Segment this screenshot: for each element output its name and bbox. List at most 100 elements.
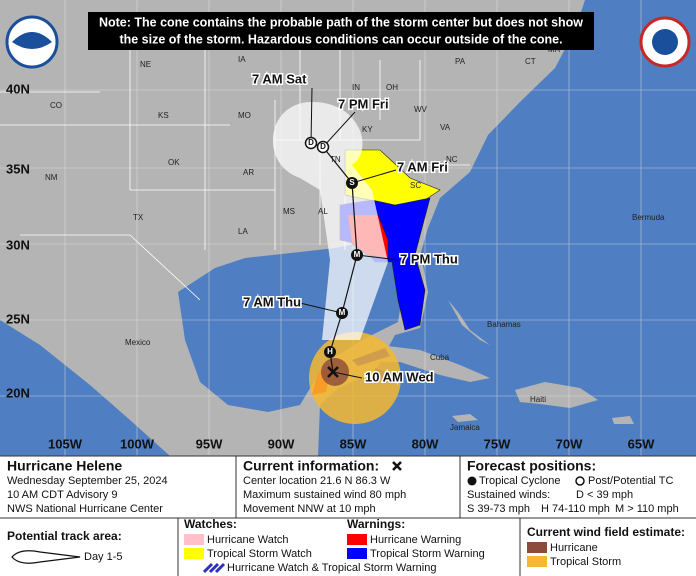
place-label: MS bbox=[283, 207, 295, 216]
lat-label: 25N bbox=[6, 311, 30, 326]
island bbox=[515, 382, 598, 408]
forecast-label: 7 AM Fri bbox=[397, 159, 448, 174]
place-label: NC bbox=[446, 155, 458, 164]
storm-date: Wednesday September 25, 2024 bbox=[7, 475, 168, 487]
forecast-legend: Tropical Cyclone bbox=[479, 475, 561, 487]
lon-label: 80W bbox=[412, 436, 439, 451]
warning-legend: Tropical Storm Warning bbox=[370, 548, 485, 560]
lon-label: 85W bbox=[340, 436, 367, 451]
forecast-label: 7 PM Thu bbox=[400, 251, 458, 266]
track-title: Potential track area: bbox=[7, 529, 122, 543]
place-label: CO bbox=[50, 101, 62, 110]
wind-field-title: Current wind field estimate: bbox=[527, 525, 685, 539]
marker-letter: M bbox=[339, 308, 346, 317]
storm-name: Hurricane Helene bbox=[7, 458, 122, 474]
warnings-title: Warnings: bbox=[347, 517, 405, 531]
forecast-legend: Sustained winds: bbox=[467, 489, 550, 501]
place-label: KY bbox=[362, 125, 373, 134]
place-label: KS bbox=[158, 111, 169, 120]
forecast-legend: M > 110 mph bbox=[615, 503, 679, 515]
lon-label: 105W bbox=[48, 436, 83, 451]
lon-label: 65W bbox=[628, 436, 655, 451]
place-label: Cuba bbox=[430, 353, 450, 362]
marker bbox=[336, 307, 348, 319]
place-label: AR bbox=[243, 168, 254, 177]
island bbox=[452, 414, 478, 422]
legend-icon bbox=[575, 476, 585, 486]
leader-lines bbox=[299, 87, 399, 379]
wind-legend: Tropical Storm bbox=[550, 556, 621, 568]
legend-swatch bbox=[184, 548, 204, 559]
ocean bbox=[0, 320, 170, 456]
forecast-label: 7 AM Sat bbox=[252, 71, 307, 86]
lon-label: 75W bbox=[484, 436, 511, 451]
marker-letter: H bbox=[327, 347, 333, 356]
place-label: IN bbox=[352, 83, 360, 92]
legend-swatch bbox=[347, 534, 367, 545]
marker-letter: D bbox=[308, 138, 314, 147]
forecast-title: Forecast positions: bbox=[467, 458, 596, 474]
cone-icon bbox=[11, 550, 81, 564]
forecast-label: 10 AM Wed bbox=[365, 369, 434, 384]
place-label: TN bbox=[330, 155, 341, 164]
place-label: AL bbox=[318, 207, 328, 216]
forecast-legend: S 39-73 mph bbox=[467, 503, 530, 515]
lat-label: 40N bbox=[6, 81, 30, 96]
watch-legend: Tropical Storm Watch bbox=[207, 548, 312, 560]
warning-legend: Hurricane Warning bbox=[370, 534, 461, 546]
place-label: LA bbox=[238, 227, 248, 236]
current-info: Movement NNW at 10 mph bbox=[243, 503, 376, 515]
lon-label: 100W bbox=[120, 436, 155, 451]
place-label: CT bbox=[525, 57, 536, 66]
forecast-label: 7 PM Fri bbox=[338, 96, 389, 111]
lon-label: 95W bbox=[196, 436, 223, 451]
place-label: WV bbox=[414, 105, 428, 114]
marker-letter: S bbox=[349, 178, 355, 187]
note-box bbox=[88, 12, 594, 50]
marker-letter: D bbox=[320, 142, 326, 151]
lat-label: 20N bbox=[6, 385, 30, 400]
current-info: Maximum sustained wind 80 mph bbox=[243, 489, 406, 501]
lon-label: 90W bbox=[268, 436, 295, 451]
legend-swatch bbox=[527, 556, 547, 567]
watches-title: Watches: bbox=[184, 517, 237, 531]
legend-swatch bbox=[184, 534, 204, 545]
noaa-logo bbox=[12, 32, 52, 49]
place-label: VA bbox=[440, 123, 451, 132]
watch-legend: Hurricane Watch bbox=[207, 534, 289, 546]
marker bbox=[324, 346, 336, 358]
cone bbox=[272, 101, 388, 340]
place-label: Haiti bbox=[530, 395, 546, 404]
place-label: Mexico bbox=[125, 338, 151, 347]
place-label: PA bbox=[455, 57, 466, 66]
marker bbox=[346, 177, 358, 189]
marker-letter: M bbox=[354, 250, 361, 259]
storm-advisory: 10 AM CDT Advisory 9 bbox=[7, 489, 117, 501]
place-label: Bahamas bbox=[487, 320, 521, 329]
track-legend: Day 1-5 bbox=[84, 551, 123, 563]
storm-source: NWS National Hurricane Center bbox=[7, 503, 163, 515]
lon-label: 70W bbox=[556, 436, 583, 451]
forecast-legend: D < 39 mph bbox=[576, 489, 633, 501]
marker bbox=[351, 249, 363, 261]
note: Note: The cone contains the probable pat… bbox=[99, 15, 583, 29]
watch-legend: Hurricane Watch & Tropical Storm Warning bbox=[227, 562, 436, 574]
place-label: NM bbox=[45, 173, 58, 182]
place-label: TX bbox=[133, 213, 144, 222]
ocean bbox=[318, 0, 696, 456]
place-label: OH bbox=[386, 83, 398, 92]
nws-logo bbox=[652, 29, 678, 55]
current-info: Center location 21.6 N 86.3 W bbox=[243, 475, 391, 487]
legend-swatch bbox=[347, 548, 367, 559]
place-label: NE bbox=[140, 60, 151, 69]
place-label: SC bbox=[410, 181, 421, 190]
current-icon bbox=[392, 461, 402, 471]
marker bbox=[304, 136, 318, 150]
marker bbox=[316, 140, 330, 154]
legend-swatch bbox=[527, 542, 547, 553]
legend-icon bbox=[467, 476, 477, 486]
current-info-title: Current information: bbox=[243, 458, 379, 474]
place-label: Bermuda bbox=[632, 213, 665, 222]
forecast-legend: H 74-110 mph bbox=[541, 503, 610, 515]
